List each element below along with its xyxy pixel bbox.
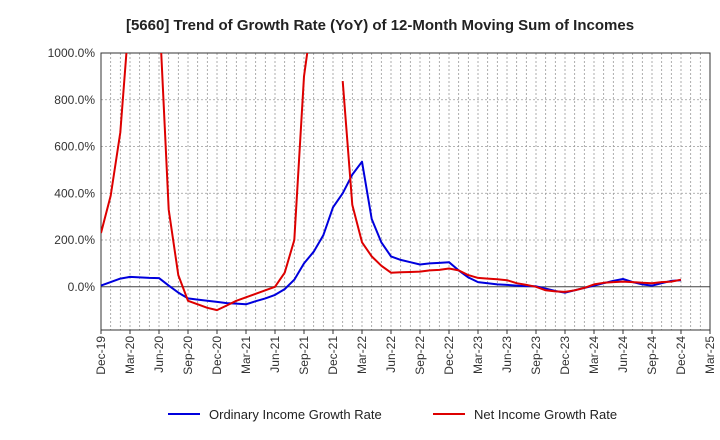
x-tick-label: Jun-24 [616,336,630,373]
x-tick-label: Sep-22 [413,336,427,375]
x-tick-label: Jun-23 [500,336,514,373]
axes: 0.0% 200.0% 400.0% 600.0% 800.0% 1000.0% Dec-1… [48,46,717,375]
y-tick-label: 1000.0% [48,46,96,60]
x-tick-label: Dec-24 [674,336,688,375]
x-tick-label: Dec-22 [442,336,456,375]
y-tick-label: 200.0% [54,233,95,247]
x-tick-label: Dec-21 [326,336,340,375]
plot-border [100,52,711,331]
x-tick-label: Mar-20 [123,336,137,374]
y-tick-label: 400.0% [54,186,95,200]
legend: Ordinary Income Growth Rate Net Income Gr… [168,407,617,422]
series-segment [101,53,128,234]
legend-label-2: Net Income Growth Rate [474,407,617,422]
x-tick-label: Jun-21 [268,336,282,373]
x-tick-label: Sep-24 [645,336,659,375]
x-tick-label: Dec-20 [210,336,224,375]
x-tick-label: Mar-24 [587,336,601,374]
series-lines [101,53,682,312]
x-tick-label: Sep-21 [297,336,311,375]
x-tick-label: Mar-21 [239,336,253,374]
legend-label-1: Ordinary Income Growth Rate [209,407,382,422]
x-tick-label: Sep-23 [529,336,543,375]
chart-title: [5660] Trend of Growth Rate (YoY) of 12-… [126,17,634,34]
x-tick-label: Sep-20 [181,336,195,375]
x-tick-label: Jun-20 [152,336,166,373]
series-segment [160,53,309,312]
x-tick-label: Dec-23 [558,336,572,375]
x-tick-label: Dec-19 [94,336,108,375]
x-tick-label: Mar-22 [355,336,369,374]
series-segment [341,81,682,293]
x-tick-label: Mar-25 [703,336,717,374]
grid [100,52,711,330]
y-tick-label: 800.0% [54,93,95,107]
x-tick-label: Jun-22 [384,336,398,373]
y-tick-label: 600.0% [54,140,95,154]
plot-area [101,53,710,330]
x-tick-label: Mar-23 [471,336,485,374]
y-tick-label: 0.0% [68,280,96,294]
series-2-line [101,53,682,312]
